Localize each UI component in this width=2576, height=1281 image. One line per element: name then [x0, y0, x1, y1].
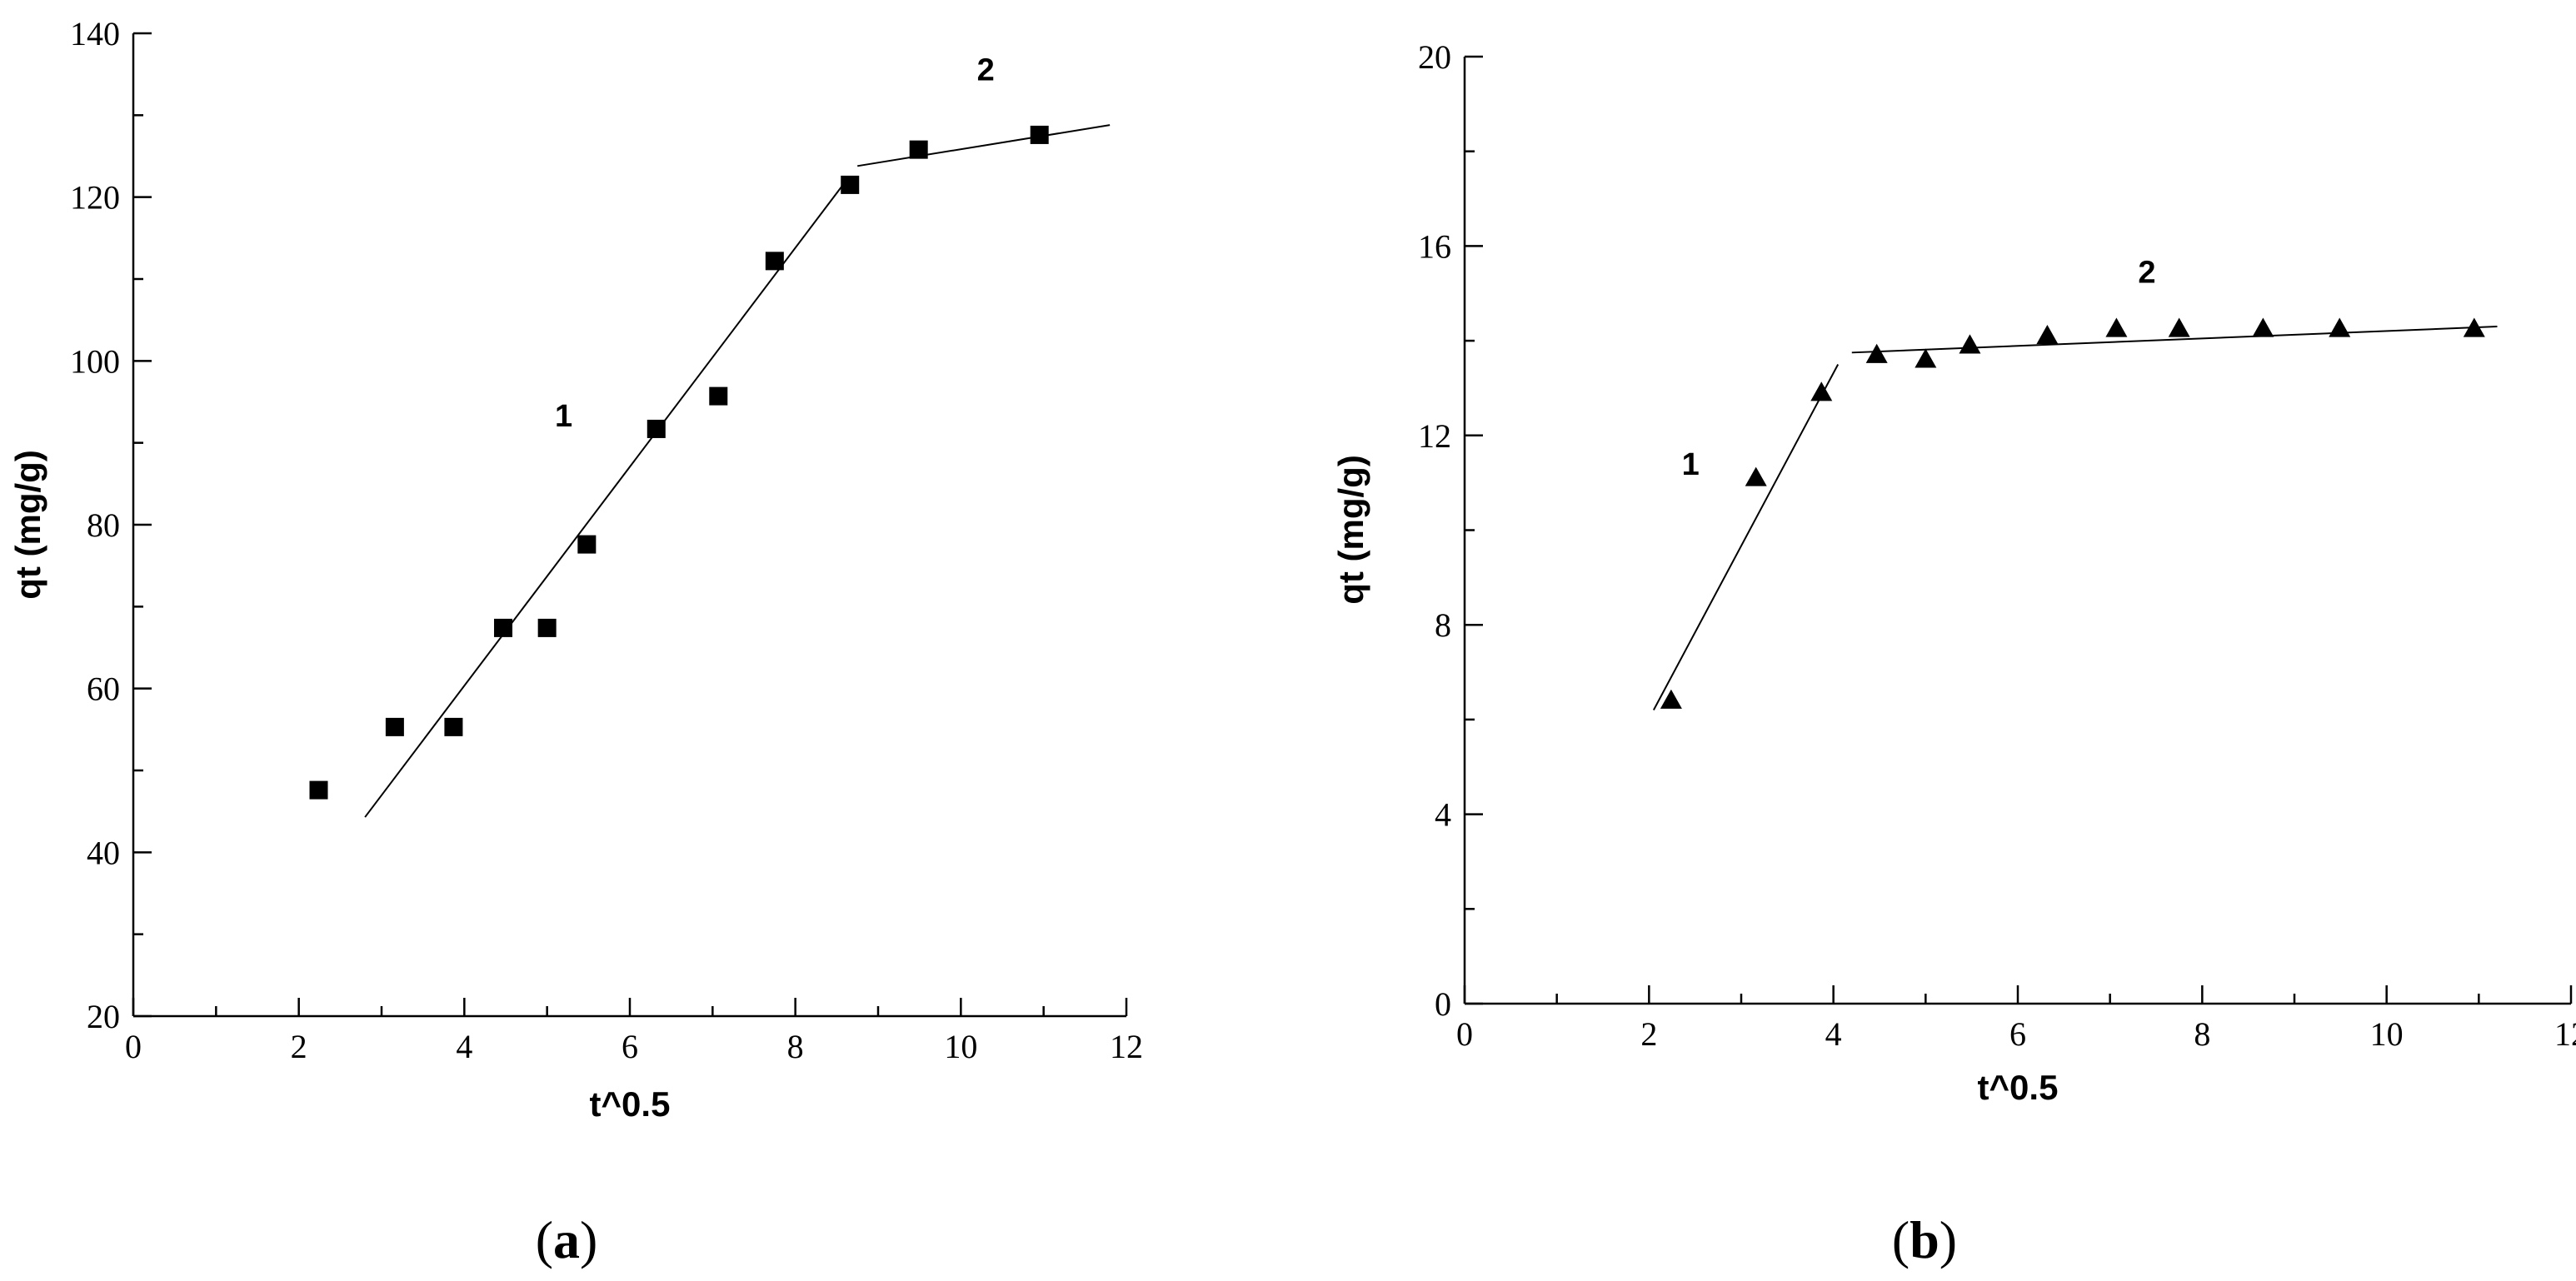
data-point-triangle	[1959, 334, 1981, 354]
data-point-triangle	[1660, 689, 1682, 709]
segment-label-2-a: 2	[977, 52, 995, 87]
data-point-square	[841, 175, 860, 194]
x-tick-label-b: 0	[1456, 1015, 1473, 1053]
data-point-triangle	[2329, 317, 2351, 337]
data-point-square	[577, 535, 597, 554]
fit-line-2-b	[1851, 326, 2498, 354]
x-tick-label-a: 2	[291, 1028, 307, 1065]
segment-label-2-b: 2	[2138, 256, 2155, 291]
y-tick-label-b: 12	[1418, 417, 1451, 455]
data-point-square	[1030, 125, 1049, 144]
panel-label-a: (a)	[536, 1210, 598, 1269]
segment-labels-b: 12	[1682, 256, 2156, 482]
panel-label-a-close: )	[580, 1210, 597, 1269]
data-point-triangle	[2105, 317, 2128, 337]
y-tick-label-b: 0	[1435, 985, 1451, 1023]
x-tick-label-b: 8	[2194, 1015, 2210, 1053]
segment-labels-a: 12	[555, 52, 995, 434]
axes-b	[1463, 57, 2571, 1005]
axes-a	[132, 33, 1126, 1018]
x-tick-label-a: 10	[944, 1028, 977, 1065]
x-tick-label-a: 0	[125, 1028, 142, 1065]
panel-label-b-letter: b	[1910, 1210, 1939, 1269]
fit-line-1-b	[1652, 364, 1840, 711]
panel-label-a-open: (	[536, 1210, 553, 1269]
data-point-square	[709, 386, 728, 406]
panel-label-b: (b)	[1892, 1210, 1957, 1269]
y-tick-label-b: 4	[1435, 796, 1451, 834]
x-tick-label-a: 12	[1110, 1028, 1143, 1065]
data-point-triangle	[2168, 317, 2190, 337]
data-point-square	[646, 419, 666, 438]
y-tick-label-a: 60	[87, 670, 120, 708]
y-tick-label-b: 8	[1435, 606, 1451, 644]
data-point-triangle	[2036, 325, 2059, 345]
fit-lines-a	[364, 124, 1111, 818]
data-point-square	[537, 618, 557, 637]
y-axis-title-b: qt (mg/g)	[1331, 455, 1370, 605]
x-tick-label-b: 2	[1640, 1015, 1657, 1053]
y-tick-label-b: 16	[1418, 227, 1451, 265]
x-tick-label-b: 12	[2554, 1015, 2576, 1053]
x-tick-label-b: 6	[2009, 1015, 2026, 1053]
y-axis-title-a: qt (mg/g)	[8, 450, 47, 600]
data-point-square	[494, 618, 513, 637]
panel-label-b-open: (	[1892, 1210, 1910, 1269]
data-point-square	[765, 252, 784, 271]
x-axis-title-a: t^0.5	[590, 1084, 671, 1124]
panel-label-a-letter: a	[553, 1210, 580, 1269]
x-tick-label-a: 4	[456, 1028, 472, 1065]
x-tick-label-a: 8	[787, 1028, 804, 1065]
data-point-square	[385, 717, 404, 736]
data-point-square	[309, 780, 328, 800]
y-tick-label-a: 100	[70, 342, 120, 380]
y-ticks-a: 20 40 60 80 100 120 140	[70, 15, 152, 1035]
fit-lines-b	[1652, 326, 2498, 711]
data-point-triangle	[2252, 317, 2274, 337]
fit-line-1-a	[364, 176, 851, 818]
data-point-triangle	[1915, 348, 1937, 368]
panel-label-b-close: )	[1939, 1210, 1957, 1269]
data-point-square	[909, 140, 928, 159]
y-ticks-b: 0 4 8 12 16 20	[1418, 38, 1483, 1023]
y-tick-label-a: 40	[87, 834, 120, 871]
data-point-triangle	[1810, 381, 1833, 401]
data-point-triangle	[1865, 343, 1888, 363]
y-tick-label-a: 20	[87, 998, 120, 1035]
x-axis-title-b: t^0.5	[1978, 1068, 2059, 1107]
x-ticks-a: 0 2 4 6 8 10 12	[125, 998, 1143, 1065]
x-ticks-b: 0 2 4 6 8 10 12	[1456, 985, 2576, 1053]
segment-label-1-b: 1	[1682, 447, 1700, 482]
data-points-a	[309, 125, 1049, 800]
data-points-b	[1660, 317, 2485, 709]
y-tick-label-a: 120	[70, 179, 120, 217]
segment-label-1-a: 1	[555, 399, 572, 434]
y-tick-label-b: 20	[1418, 38, 1451, 76]
x-tick-label-a: 6	[622, 1028, 638, 1065]
x-tick-label-b: 10	[2370, 1015, 2404, 1053]
y-tick-label-a: 140	[70, 15, 120, 52]
y-tick-label-a: 80	[87, 506, 120, 544]
x-tick-label-b: 4	[1825, 1015, 1842, 1053]
data-point-triangle	[2463, 317, 2485, 337]
data-point-square	[444, 717, 463, 736]
data-point-triangle	[1745, 466, 1767, 486]
fit-line-2-a	[857, 124, 1111, 167]
